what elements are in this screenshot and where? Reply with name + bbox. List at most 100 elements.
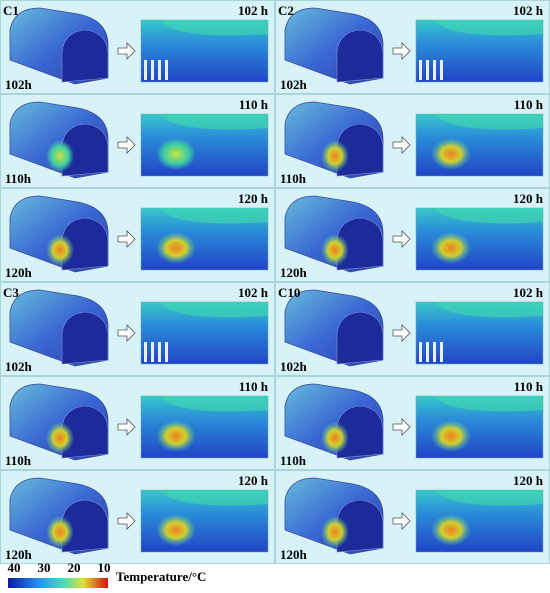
arrow [117, 42, 136, 60]
tunnel-face [336, 29, 384, 83]
colorbar-tick-label: 20 [68, 560, 81, 575]
arrow [392, 136, 411, 154]
vent [144, 342, 147, 362]
hot-zone [321, 516, 349, 548]
arrow [392, 42, 411, 60]
section-plume [435, 20, 543, 36]
section-plume [160, 302, 268, 318]
tunnel-face [336, 217, 384, 271]
hot-zone [46, 140, 74, 172]
colorbar [8, 578, 108, 588]
hot-zone [46, 234, 74, 266]
time-label: 102h [5, 77, 33, 92]
tunnel-face [336, 123, 384, 177]
arrow [117, 512, 136, 530]
section-hot-zone [431, 514, 471, 546]
cell [0, 94, 275, 188]
section-time-label: 120 h [513, 191, 544, 206]
tunnel-face [336, 405, 384, 459]
panel: 102h 102 h 110h 110 h 120h 120 h C1 [0, 0, 275, 282]
vent [440, 60, 443, 80]
tunnel-face [61, 217, 109, 271]
time-label: 120h [280, 547, 308, 562]
time-label: 120h [5, 547, 33, 562]
vent [440, 342, 443, 362]
vent [419, 342, 422, 362]
section-hot-zone [431, 232, 471, 264]
panel: 102h 102 h 110h 110 h 120h 120 h C2 [275, 0, 550, 282]
time-label: 110h [5, 453, 32, 468]
colorbar-label: Temperature/°C [116, 569, 206, 584]
vent [151, 342, 154, 362]
section-time-label: 110 h [514, 379, 544, 394]
hot-zone [321, 422, 349, 454]
section-time-label: 120 h [513, 473, 544, 488]
tunnel-face [336, 311, 384, 365]
arrow [117, 324, 136, 342]
section-hot-zone [156, 420, 196, 452]
panel-label: C3 [3, 285, 19, 300]
section-time-label: 102 h [513, 3, 544, 18]
section-plume [160, 20, 268, 36]
tunnel-face [61, 499, 109, 553]
vent [433, 342, 436, 362]
section-plume [160, 208, 268, 224]
arrow [392, 324, 411, 342]
vent [165, 60, 168, 80]
panel-label: C10 [278, 285, 300, 300]
cell [0, 282, 275, 376]
cell [0, 470, 275, 564]
vent [158, 60, 161, 80]
vent [433, 60, 436, 80]
section-plume [160, 490, 268, 506]
section-time-label: 110 h [239, 379, 269, 394]
tunnel-face [61, 405, 109, 459]
tunnel-face [61, 29, 109, 83]
vent [426, 60, 429, 80]
section-time-label: 102 h [238, 3, 269, 18]
cell [0, 376, 275, 470]
section-hot-zone [156, 138, 196, 170]
time-label: 102h [280, 359, 308, 374]
section-time-label: 110 h [514, 97, 544, 112]
time-label: 102h [280, 77, 308, 92]
section-plume [160, 114, 268, 130]
cell [0, 188, 275, 282]
section-plume [160, 396, 268, 412]
time-label: 120h [5, 265, 33, 280]
section-hot-zone [156, 514, 196, 546]
arrow [117, 136, 136, 154]
time-label: 120h [280, 265, 308, 280]
panel-label: C2 [278, 3, 294, 18]
colorbar-tick-label: 40 [8, 560, 21, 575]
vent [158, 342, 161, 362]
panel: 102h 102 h 110h 110 h 120h 120 h C3 [0, 282, 275, 564]
colorbar-tick-label: 10 [98, 560, 111, 575]
vent [419, 60, 422, 80]
tunnel-face [61, 123, 109, 177]
arrow [117, 230, 136, 248]
time-label: 110h [280, 453, 307, 468]
cell [0, 0, 275, 94]
tunnel-face [336, 499, 384, 553]
section-time-label: 102 h [513, 285, 544, 300]
hot-zone [321, 140, 349, 172]
hot-zone [321, 234, 349, 266]
section-plume [435, 302, 543, 318]
time-label: 110h [5, 171, 32, 186]
section-plume [435, 490, 543, 506]
section-plume [435, 114, 543, 130]
section-hot-zone [156, 232, 196, 264]
hot-zone [46, 516, 74, 548]
arrow [392, 512, 411, 530]
colorbar-tick-label: 30 [38, 560, 51, 575]
section-plume [435, 208, 543, 224]
time-label: 110h [280, 171, 307, 186]
hot-zone [46, 422, 74, 454]
panel: 102h 102 h 110h 110 h 120h 120 h C10 [275, 282, 550, 564]
section-time-label: 120 h [238, 191, 269, 206]
vent [151, 60, 154, 80]
section-hot-zone [431, 420, 471, 452]
arrow [117, 418, 136, 436]
